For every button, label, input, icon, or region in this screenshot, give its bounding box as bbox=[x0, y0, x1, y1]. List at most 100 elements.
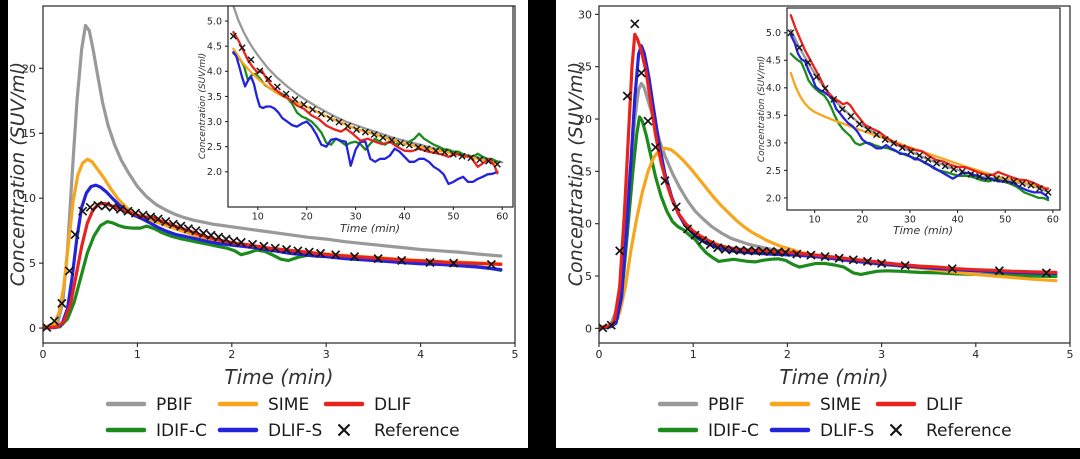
inset-y-axis-label: Concentration (SUV/ml) bbox=[757, 56, 767, 162]
legend-label-IDIF-C: IDIF-C bbox=[156, 421, 207, 441]
reference-x-marker bbox=[735, 245, 745, 255]
legend-label-SIME: SIME bbox=[820, 395, 861, 415]
reference-x-marker bbox=[168, 219, 178, 229]
y-tick-label: 10 bbox=[22, 192, 36, 205]
reference-x-marker bbox=[650, 142, 661, 152]
reference-x-marker bbox=[397, 255, 407, 266]
reference-x-marker bbox=[176, 221, 186, 231]
x-tick-label: 4 bbox=[972, 348, 979, 361]
legend-label-Reference: Reference bbox=[374, 421, 460, 441]
reference-x-marker bbox=[373, 253, 383, 264]
y-tick-label: 0 bbox=[29, 322, 36, 335]
reference-x-marker bbox=[898, 144, 906, 152]
x-tick-label: 3 bbox=[323, 348, 330, 361]
reference-x-marker bbox=[370, 131, 378, 139]
x-tick-label: 40 bbox=[952, 215, 964, 226]
x-tick-label: 60 bbox=[496, 212, 508, 223]
reference-x-marker bbox=[198, 228, 209, 238]
x-axis-label: Time (min) bbox=[779, 365, 888, 389]
reference-x-marker bbox=[907, 148, 915, 156]
series-Reference bbox=[43, 200, 497, 333]
reference-x-marker bbox=[397, 139, 405, 147]
reference-x-marker bbox=[834, 253, 844, 263]
x-tick-label: 10 bbox=[252, 212, 264, 223]
series-group bbox=[43, 23, 503, 333]
reference-x-marker bbox=[183, 224, 193, 234]
reference-x-marker bbox=[1044, 188, 1052, 196]
reference-x-marker bbox=[331, 250, 341, 260]
legend: PBIF SIME DLIF IDIF-C DLIF-S Reference bbox=[105, 395, 460, 441]
reference-x-marker bbox=[958, 167, 966, 175]
series-IDIF-C bbox=[43, 220, 503, 330]
reference-x-marker bbox=[889, 423, 903, 437]
reference-x-marker bbox=[813, 73, 821, 81]
y-tick-label: 3.0 bbox=[207, 117, 222, 128]
x-tick-label: 0 bbox=[40, 348, 47, 361]
reference-x-marker bbox=[476, 156, 484, 164]
axes-frame bbox=[227, 5, 514, 208]
series-DLIF-S bbox=[43, 183, 503, 330]
y-axis-label: Concentration (SUV/ml) bbox=[8, 62, 29, 286]
x-tick-label: 50 bbox=[999, 215, 1011, 226]
y-tick-label: 30 bbox=[578, 8, 592, 21]
series-PBIF bbox=[43, 23, 503, 329]
x-tick-label: 2 bbox=[228, 348, 235, 361]
inset-x-axis-label: Time (min) bbox=[340, 222, 400, 235]
y-tick-label: 2.0 bbox=[766, 193, 781, 204]
reference-x-marker bbox=[873, 131, 881, 139]
reference-x-marker bbox=[728, 245, 738, 255]
y-tick-label: 20 bbox=[22, 62, 36, 75]
reference-x-marker bbox=[758, 246, 768, 257]
reference-x-marker bbox=[293, 246, 303, 256]
reference-x-marker bbox=[941, 162, 949, 170]
reference-x-marker bbox=[309, 106, 317, 114]
reference-x-marker bbox=[705, 240, 715, 250]
reference-x-marker bbox=[458, 152, 466, 160]
reference-x-marker bbox=[855, 120, 863, 128]
reference-x-marker bbox=[115, 204, 126, 214]
reference-x-marker bbox=[975, 172, 983, 180]
reference-x-marker bbox=[432, 147, 440, 155]
reference-x-marker bbox=[1001, 176, 1009, 184]
reference-x-marker bbox=[85, 202, 95, 212]
reference-x-marker bbox=[780, 247, 791, 258]
y-tick-label: 20 bbox=[578, 113, 592, 126]
legend-label-DLIF: DLIF bbox=[926, 395, 963, 415]
reference-x-marker bbox=[924, 155, 932, 163]
reference-x-marker bbox=[265, 75, 273, 83]
reference-x-marker bbox=[379, 134, 387, 142]
x-tick-label: 30 bbox=[350, 212, 362, 223]
reference-x-marker bbox=[304, 247, 314, 257]
reference-x-marker bbox=[153, 214, 163, 224]
reference-x-marker bbox=[485, 157, 493, 165]
reference-x-marker bbox=[773, 247, 783, 257]
reference-x-marker bbox=[660, 176, 670, 186]
legend: PBIF SIME DLIF IDIF-C DLIF-S Reference bbox=[657, 395, 1012, 441]
reference-x-marker bbox=[317, 110, 325, 118]
inset-axes: 10 20 30 40 50 60 2.0 2.5 3.0 3.5 4.0 4.5 5.0 bbox=[207, 5, 514, 223]
reference-x-marker bbox=[864, 126, 872, 134]
reference-x-marker bbox=[787, 29, 795, 37]
reference-x-marker bbox=[229, 32, 237, 40]
reference-x-marker bbox=[388, 136, 396, 144]
reference-x-marker bbox=[282, 90, 290, 98]
reference-x-marker bbox=[900, 260, 910, 271]
y-tick-label: 10 bbox=[578, 218, 592, 231]
y-tick-label: 3.5 bbox=[207, 92, 222, 103]
reference-x-marker bbox=[933, 159, 941, 167]
reference-x-marker bbox=[123, 206, 133, 216]
x-tick-label: 20 bbox=[856, 215, 868, 226]
x-tick-label: 1 bbox=[690, 348, 697, 361]
inset-axes: 10 20 30 40 50 60 2.0 2.5 3.0 3.5 4.0 4.5 5.0 bbox=[766, 7, 1061, 226]
reference-x-marker bbox=[247, 239, 258, 249]
reference-x-marker bbox=[221, 234, 231, 244]
legend-label-SIME: SIME bbox=[268, 395, 309, 415]
x-tick-label: 40 bbox=[398, 212, 410, 223]
reference-x-marker bbox=[690, 230, 700, 240]
legend-label-DLIF-S: DLIF-S bbox=[268, 421, 322, 441]
reference-x-marker bbox=[1027, 181, 1035, 189]
reference-x-marker bbox=[876, 258, 887, 269]
x-tick-label: 10 bbox=[809, 215, 821, 226]
